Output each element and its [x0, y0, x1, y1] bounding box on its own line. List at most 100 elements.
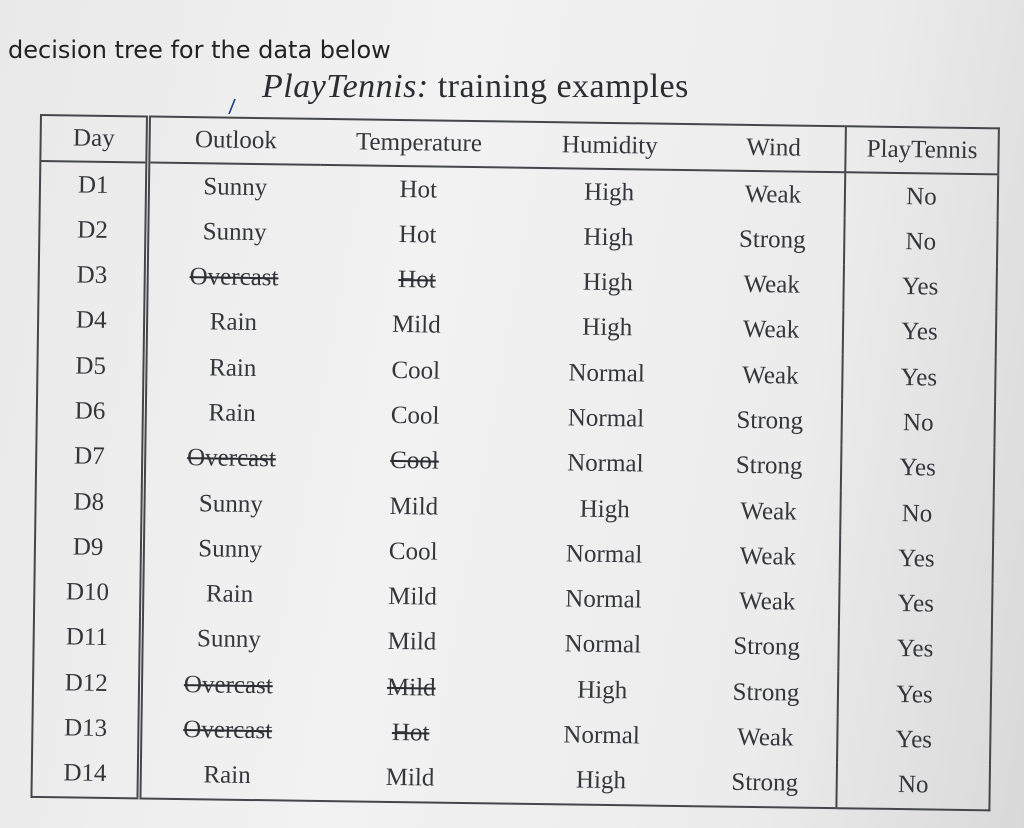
- temperature-cell-text: Cool: [388, 537, 438, 566]
- outlook-cell-text: Rain: [205, 580, 254, 609]
- outlook-cell: Rain: [144, 390, 317, 438]
- outlook-cell-text: Sunny: [203, 172, 268, 201]
- humidity-cell-text: High: [582, 314, 633, 342]
- day-cell-text: D13: [63, 714, 108, 743]
- wind-cell-text: Strong: [738, 225, 806, 254]
- humidity-cell-text: Normal: [566, 449, 644, 478]
- wind-cell-text: Weak: [737, 723, 794, 752]
- day-cell-text: D14: [63, 759, 107, 788]
- playtennis-cell-text: Yes: [896, 635, 934, 663]
- humidity-cell-text: High: [577, 676, 628, 704]
- temperature-cell: Cool: [317, 392, 514, 440]
- humidity-cell-text: High: [583, 178, 635, 206]
- outlook-cell-text: Sunny: [196, 625, 262, 654]
- playtennis-cell-text: Yes: [897, 544, 935, 573]
- playtennis-cell-text: No: [905, 182, 937, 211]
- day-cell-text: D2: [77, 216, 109, 244]
- playtennis-cell: Yes: [841, 445, 995, 492]
- playtennis-cell-text: Yes: [897, 590, 935, 618]
- temperature-cell-text: Mild: [387, 628, 437, 657]
- temperature-cell: Cool: [317, 347, 514, 395]
- humidity-cell: High: [514, 304, 700, 352]
- wind-cell: Weak: [701, 170, 846, 219]
- playtennis-cell: Yes: [838, 671, 992, 718]
- wind-cell-text: Strong: [731, 769, 799, 797]
- playtennis-cell: Yes: [840, 535, 994, 582]
- playtennis-cell: No: [844, 219, 998, 266]
- outlook-cell-text: Rain: [203, 761, 251, 790]
- wind-cell: Strong: [695, 624, 839, 672]
- temperature-cell: Mild: [313, 664, 510, 712]
- temperature-cell: Mild: [315, 483, 512, 531]
- day-cell: D3: [38, 252, 147, 300]
- playtennis-cell-text: No: [901, 499, 933, 528]
- outlook-cell: Rain: [145, 345, 318, 393]
- humidity-cell: Normal: [510, 621, 696, 669]
- humidity-cell: Normal: [513, 395, 699, 443]
- temperature-cell-text: Hot: [391, 718, 430, 747]
- temperature-cell-text: Mild: [388, 583, 438, 611]
- day-cell: D7: [35, 433, 145, 481]
- day-cell-text: D8: [73, 488, 105, 516]
- playtennis-cell: Yes: [839, 581, 993, 628]
- day-cell-text: D11: [65, 623, 109, 652]
- temperature-cell-text: Hot: [398, 266, 436, 294]
- wind-cell-text: Weak: [742, 316, 800, 345]
- table-body: D1 Sunny Hot High Weak No D2 Sunny Hot High Strong…: [31, 161, 998, 810]
- temperature-cell: Mild: [312, 755, 509, 804]
- day-cell: D2: [39, 207, 148, 255]
- playtennis-cell: No: [836, 762, 990, 810]
- humidity-cell-text: High: [575, 766, 627, 795]
- wind-cell-text: Weak: [739, 542, 797, 571]
- wind-cell-text: Weak: [743, 271, 801, 299]
- day-cell: D1: [39, 161, 149, 209]
- outlook-cell-text: Sunny: [198, 535, 263, 564]
- temperature-cell: Hot: [319, 211, 516, 259]
- training-table-wrapper: Day Outlook Temperature Humidity Wind Pl…: [30, 114, 1000, 812]
- outlook-cell: Overcast: [144, 435, 317, 483]
- humidity-cell: High: [508, 757, 694, 806]
- playtennis-cell: No: [841, 400, 995, 447]
- wind-cell: Weak: [699, 352, 843, 400]
- humidity-cell-text: High: [579, 495, 630, 523]
- playtennis-cell: Yes: [843, 264, 997, 311]
- day-cell-text: D3: [76, 261, 108, 290]
- title-playtennis: PlayTennis:: [262, 68, 429, 105]
- playtennis-cell-text: Yes: [896, 680, 933, 709]
- col-header-outlook: Outlook: [148, 116, 322, 165]
- playtennis-cell-text: Yes: [901, 318, 938, 347]
- outlook-cell: Sunny: [143, 526, 316, 574]
- humidity-cell: Normal: [513, 350, 699, 398]
- humidity-cell: High: [515, 214, 701, 262]
- outlook-cell-text: Overcast: [189, 263, 279, 292]
- instruction-heading: decision tree for the data below: [8, 36, 391, 64]
- day-cell-text: D5: [75, 352, 107, 380]
- humidity-cell: High: [515, 259, 701, 307]
- outlook-cell-text: Overcast: [186, 444, 277, 473]
- wind-cell: Weak: [697, 488, 841, 536]
- wind-cell: Weak: [695, 578, 840, 627]
- day-cell: D5: [37, 343, 146, 390]
- outlook-cell-text: Overcast: [183, 670, 273, 700]
- outlook-cell: Sunny: [141, 616, 314, 664]
- humidity-cell-text: Normal: [563, 721, 640, 750]
- humidity-cell: Normal: [508, 712, 694, 760]
- wind-cell: Weak: [696, 533, 841, 581]
- day-cell-text: D9: [72, 533, 104, 561]
- temperature-cell-text: Mild: [391, 311, 441, 340]
- wind-cell-text: Strong: [736, 406, 804, 435]
- outlook-cell-text: Rain: [209, 308, 258, 337]
- day-cell: D13: [32, 705, 141, 753]
- playtennis-cell-text: Yes: [900, 363, 938, 392]
- temperature-cell: Cool: [315, 528, 512, 576]
- title-rest: training examples: [437, 68, 689, 105]
- humidity-cell-text: Normal: [567, 404, 645, 433]
- col-header-wind: Wind: [702, 124, 846, 173]
- day-cell: D4: [37, 297, 147, 345]
- wind-cell: Weak: [699, 307, 844, 355]
- playtennis-cell: Yes: [838, 626, 992, 673]
- wind-cell: Strong: [697, 442, 842, 491]
- outlook-cell-text: Sunny: [202, 218, 267, 247]
- day-cell: D6: [36, 388, 146, 436]
- temperature-cell: Mild: [314, 619, 511, 667]
